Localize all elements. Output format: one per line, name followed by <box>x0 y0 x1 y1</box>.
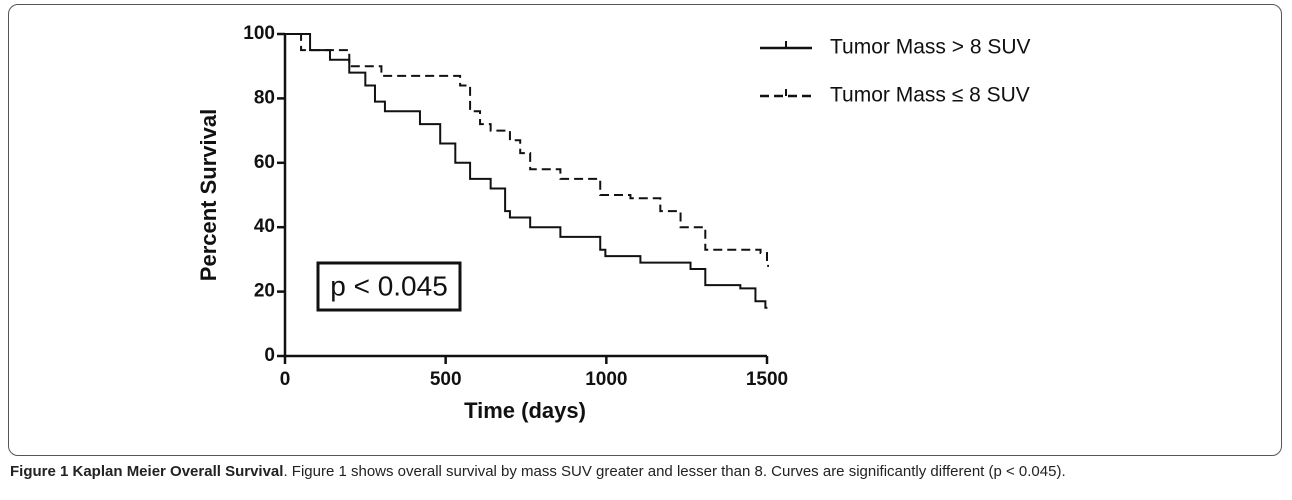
annotation-box <box>316 261 462 312</box>
y-tick-label: 0 <box>264 345 275 366</box>
x-tick-label: 1500 <box>746 369 788 390</box>
survival-curve <box>285 33 768 309</box>
x-tick-label: 500 <box>430 369 462 390</box>
y-tick-label: 80 <box>254 87 275 108</box>
y-tick-label: 40 <box>254 216 275 237</box>
y-tick-label: 20 <box>254 281 275 302</box>
survival-curve <box>285 33 769 267</box>
y-axis-label: Percent Survival <box>196 109 221 281</box>
x-tick-label: 0 <box>280 369 291 390</box>
annotation: p < 0.045 <box>330 270 448 301</box>
legend-label: Tumor Mass ≤ 8 SUV <box>830 84 1030 107</box>
figure-frame <box>8 4 1282 456</box>
x-tick-label: 1000 <box>585 369 627 390</box>
caption-label: Figure 1 Kaplan Meier Overall Survival <box>10 463 284 480</box>
chart: Time (days) Percent Survival p < 0.045 0… <box>196 23 1031 423</box>
caption-text: . Figure 1 shows overall survival by mas… <box>283 463 1066 480</box>
caption: Figure 1 Kaplan Meier Overall Survival. … <box>10 462 1282 482</box>
x-axis-label: Time (days) <box>464 398 586 423</box>
legend-label: Tumor Mass > 8 SUV <box>830 36 1031 59</box>
y-tick-label: 60 <box>254 152 275 173</box>
y-tick-label: 100 <box>243 23 275 44</box>
